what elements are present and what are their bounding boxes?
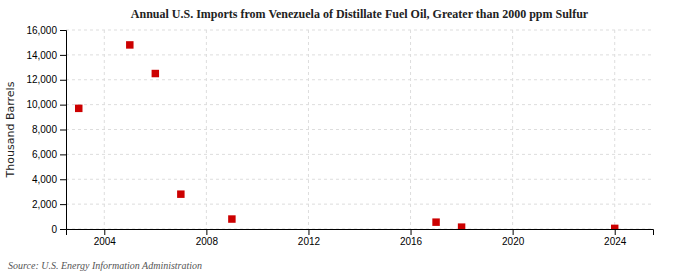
y-tick-mark [60,229,66,230]
title: Annual U.S. Imports from Venezuela of Di… [131,7,589,21]
x-tick-mark [104,229,105,235]
x-tick-label: 2004 [94,236,117,247]
x-tick: 2008 [196,229,219,247]
x-axis-line [67,230,654,236]
grid-line-x [410,30,411,229]
grid-line-y [66,54,653,55]
y-tick-label: 0 [51,224,57,235]
y-tick-label: 16,000 [26,25,57,36]
point [126,41,133,48]
x-tick-label: 2016 [400,236,423,247]
point [75,105,82,112]
grid-line-x [104,30,105,229]
point [611,225,618,229]
point [458,223,465,229]
grid [66,30,653,229]
y-tick-mark [60,55,66,56]
x-tick-label: 2024 [604,236,627,247]
x-tick-mark [308,229,309,235]
point [228,215,235,222]
y-tick: 12,000 [26,74,66,85]
y-tick-mark [60,154,66,155]
x-axis: 2004 2008 2012 2016 2020 2024 [67,229,654,247]
y-tick-label: 14,000 [26,50,57,61]
grid-line-x [308,30,309,229]
y-tick: 10,000 [26,99,66,110]
x-tick-mark [206,229,207,235]
y-axis: 0 2,000 4,000 6,000 8,000 10,000 12,000 14,000 1… [26,25,66,235]
y-tick-label: 6,000 [32,149,57,160]
y-tick-label: 2,000 [32,199,57,210]
grid-line-y [66,179,653,180]
y-tick-mark [60,105,66,106]
y-tick: 16,000 [26,25,66,36]
x-tick: 2004 [94,229,117,247]
grid-line-x [512,30,513,229]
y-tick-label: 12,000 [26,74,57,85]
y-tick: 2,000 [32,199,66,210]
plot: 2004 2008 2012 2016 2020 2024 0 2,000 4,000 6,000… [26,25,653,247]
y-tick: 6,000 [32,149,66,160]
grid-line-y [66,204,653,205]
y-tick: 0 [51,224,66,235]
grid-line-x [614,30,615,229]
x-tick-label: 2008 [196,236,219,247]
y-tick: 14,000 [26,50,66,61]
x-tick: 2012 [298,229,321,247]
point [177,190,184,197]
y-tick-label: 8,000 [32,124,57,135]
y-tick-mark [60,179,66,180]
x-tick-mark [615,229,616,235]
x-tick-label: 2020 [502,236,525,247]
grid-line-y [66,154,653,155]
y-tick-label: 10,000 [26,99,57,110]
point [432,218,439,225]
grid-line-y [66,79,653,80]
x-tick-mark [513,229,514,235]
x-tick: 2020 [502,229,525,247]
y-tick-mark [60,30,66,31]
y-tick-label: 4,000 [32,174,57,185]
source: Source: U.S. Energy Information Administ… [8,260,202,271]
y-axis-line [60,31,67,230]
y-tick-mark [60,130,66,131]
grid-line-y [66,129,653,130]
y-tick-mark [60,204,66,205]
chart: 2004 2008 2012 2016 2020 2024 0 2,000 4,000 6,000… [0,0,675,275]
x-tick: 2016 [400,229,423,247]
x-tick: 2024 [604,229,627,247]
grid-line-x [206,30,207,229]
y-tick: 4,000 [32,174,66,185]
x-tick-label: 2012 [298,236,321,247]
point [152,70,159,77]
y-axis-label: Thousand Barrels [4,81,17,178]
grid-line-y [66,104,653,105]
x-tick-mark [411,229,412,235]
y-tick: 8,000 [32,124,66,135]
y-tick-mark [60,80,66,81]
points [75,41,618,229]
grid-line-y [66,30,653,31]
